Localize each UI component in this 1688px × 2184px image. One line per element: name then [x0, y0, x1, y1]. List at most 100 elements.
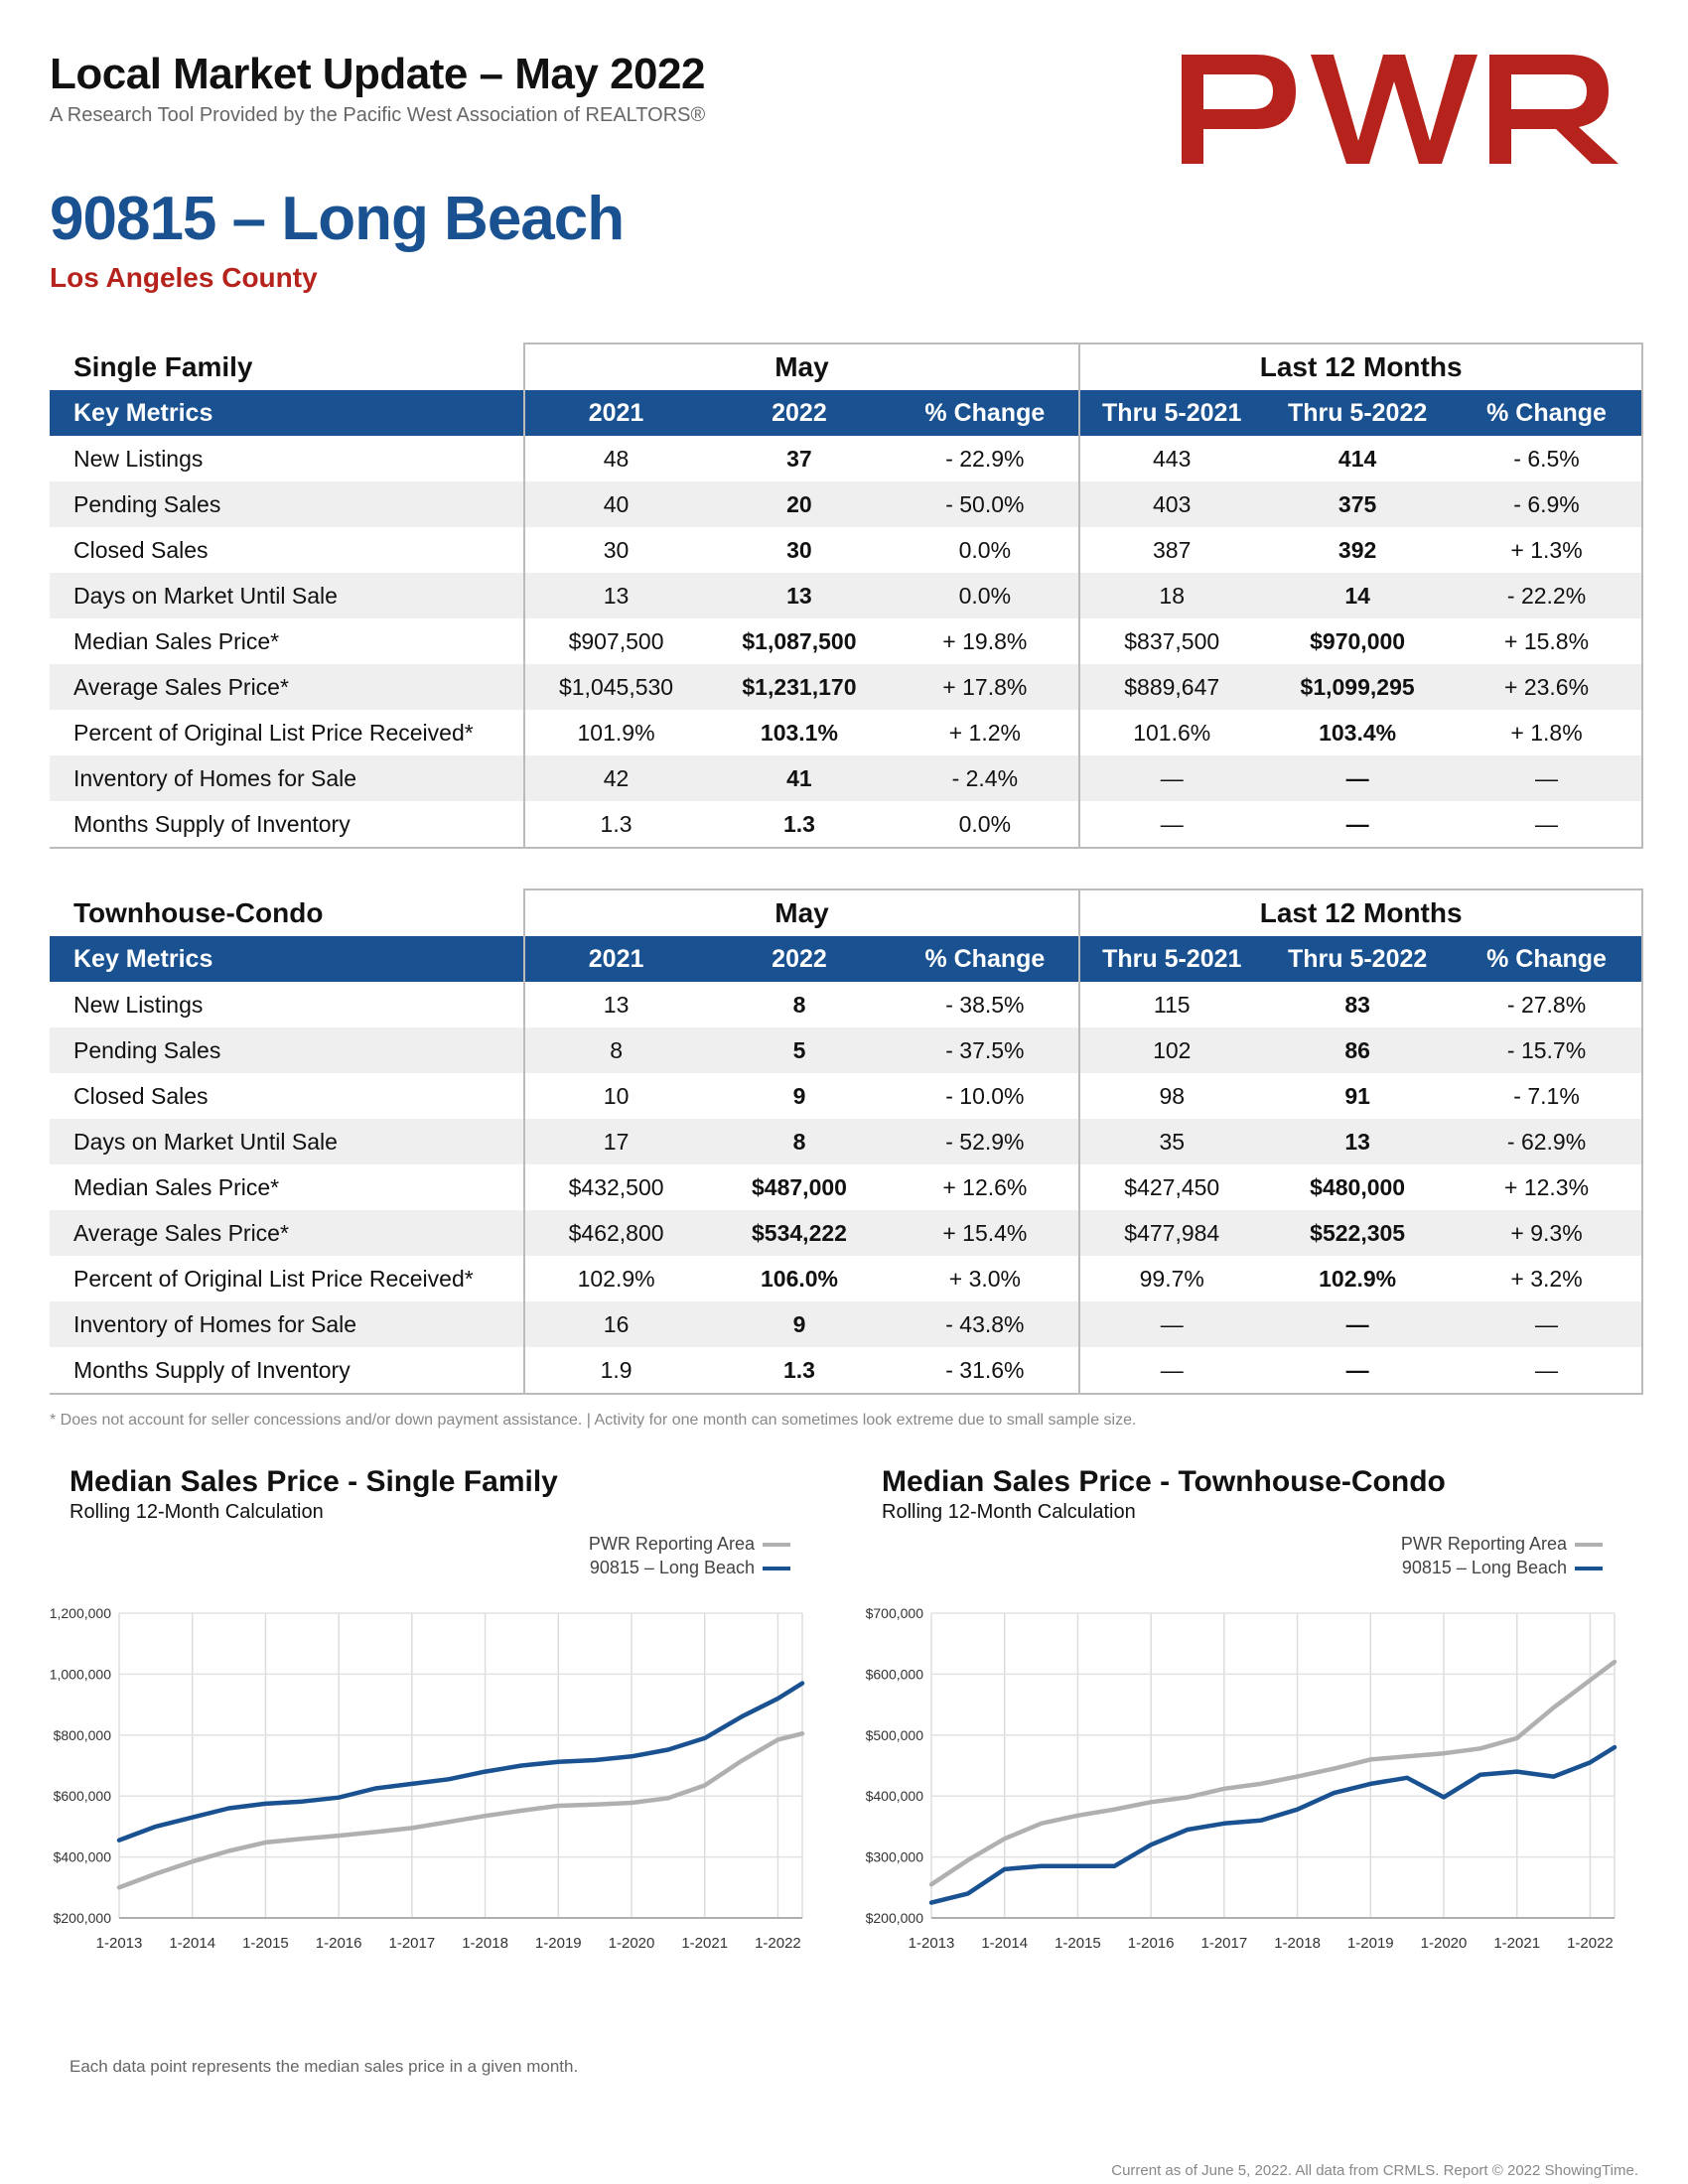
metric-label: Average Sales Price*	[50, 1210, 524, 1256]
metric-value: 9	[707, 1301, 892, 1347]
column-header: % Change	[1452, 390, 1643, 436]
column-header: Thru 5-2022	[1263, 936, 1453, 982]
column-header: Thru 5-2021	[1078, 936, 1264, 982]
metric-value: - 2.4%	[891, 755, 1080, 801]
metric-value: 0.0%	[891, 801, 1080, 849]
x-tick-label: 1-2020	[1421, 1935, 1468, 1952]
x-tick-label: 1-2018	[1274, 1935, 1321, 1952]
x-tick-label: 1-2017	[1200, 1935, 1247, 1952]
table-row: Median Sales Price* $432,500 $487,000 + 12.…	[50, 1164, 1643, 1210]
column-header: 2022	[707, 390, 892, 436]
metric-label: Closed Sales	[73, 536, 209, 563]
metric-value: 1.3	[707, 1347, 892, 1395]
table-title: Townhouse-Condo	[73, 896, 324, 928]
series-line	[928, 1659, 1618, 1887]
x-tick-label: 1-2014	[981, 1935, 1028, 1952]
metric-value: + 17.8%	[891, 664, 1080, 710]
y-tick-label: $600,000	[54, 1788, 112, 1804]
x-tick-label: 1-2017	[388, 1935, 435, 1952]
table-row: Days on Market Until Sale 13 13 0.0% 18 14- 2…	[50, 573, 1643, 618]
metric-value: 86	[1263, 1027, 1453, 1073]
y-tick-label: $1,000,000	[50, 1666, 111, 1682]
table-row: Median Sales Price* $907,500 $1,087,500 + 1…	[50, 618, 1643, 664]
report-title: Local Market Update – May 2022	[50, 50, 705, 98]
metric-label: Inventory of Homes for Sale	[50, 755, 524, 801]
metric-label: Median Sales Price*	[73, 627, 280, 654]
table-row: Months Supply of Inventory 1.3 1.3 0.0% — — —	[50, 801, 1643, 849]
metric-value: —	[1263, 801, 1453, 849]
metric-value: —	[1078, 755, 1264, 801]
metric-value: 83	[1344, 991, 1370, 1018]
column-header: Thru 5-2021	[1078, 390, 1264, 436]
metric-value: - 52.9%	[891, 1119, 1080, 1164]
metric-value: 5	[707, 1027, 892, 1073]
x-tick-label: 1-2013	[909, 1935, 955, 1952]
area-title: 90815 – Long Beach	[50, 185, 625, 253]
metric-value: + 9.3%	[1452, 1210, 1643, 1256]
metric-label: Months Supply of Inventory	[50, 1347, 524, 1395]
metric-value: $462,800	[522, 1210, 708, 1256]
series-line	[116, 1681, 805, 1843]
x-tick-label: 1-2021	[681, 1935, 728, 1952]
metric-value: + 15.8%	[1452, 618, 1643, 664]
x-tick-label: 1-2016	[1128, 1935, 1175, 1952]
metric-value: + 3.2%	[1452, 1256, 1643, 1301]
metric-value: —	[1452, 801, 1643, 849]
table-row: New Listings 48 37 - 22.9% 443 414 - 6.5%	[50, 436, 1643, 481]
metric-value: 1.3	[707, 801, 892, 849]
metric-value: 414	[1337, 445, 1377, 472]
metric-value: 10	[522, 1073, 708, 1119]
metric-label: Days on Market Until Sale	[50, 573, 524, 618]
metric-value: 98	[1078, 1073, 1264, 1119]
metric-value: - 31.6%	[891, 1347, 1080, 1395]
x-tick-label: 1-2018	[462, 1935, 508, 1952]
metric-label: Inventory of Homes for Sale	[50, 1301, 524, 1347]
metric-value: 13	[707, 573, 892, 618]
metric-value: - 50.0%	[891, 481, 1080, 527]
metric-value: 9	[792, 1082, 806, 1109]
metric-value: $1,087,500	[742, 627, 857, 654]
metric-value: $1,099,295	[1263, 664, 1453, 710]
metric-value: —	[1263, 755, 1453, 801]
report-footer: Current as of June 5, 2022. All data fro…	[1111, 2162, 1638, 2179]
table-row: Inventory of Homes for Sale 42 41- 2.4% — — —	[50, 755, 1643, 801]
metric-value: —	[1452, 1347, 1643, 1395]
x-tick-label: 1-2022	[1567, 1935, 1614, 1952]
metric-value: 387	[1078, 527, 1264, 573]
metric-value: 8	[522, 1027, 708, 1073]
metric-value: 8	[792, 991, 806, 1018]
x-tick-label: 1-2020	[609, 1935, 655, 1952]
series-line	[928, 1744, 1618, 1905]
metric-value: 103.1%	[760, 719, 838, 746]
table-title: Single Family	[73, 350, 253, 382]
column-header: % Change	[891, 390, 1080, 436]
metric-value: - 27.8%	[1452, 982, 1643, 1027]
metric-value: 102.9%	[1319, 1265, 1397, 1292]
metric-value: $487,000	[752, 1173, 847, 1200]
x-tick-label: 1-2015	[1055, 1935, 1101, 1952]
metric-value: 14	[1263, 573, 1453, 618]
table-row: Pending Sales 8 5- 37.5% 102 86- 15.7%	[50, 1027, 1643, 1073]
metric-value: 30	[522, 527, 708, 573]
metric-label: Median Sales Price*	[73, 1173, 280, 1200]
metric-value: —	[1078, 1347, 1264, 1395]
metric-value: $970,000	[1310, 627, 1406, 654]
metric-value: + 1.2%	[948, 719, 1021, 746]
metric-value: —	[1078, 1301, 1264, 1347]
legend-label: 90815 – Long Beach	[590, 1558, 755, 1577]
table-row: Months Supply of Inventory 1.9 1.3- 31.6% —…	[50, 1347, 1643, 1395]
metric-value: 103.4%	[1319, 719, 1397, 746]
metric-value: —	[1263, 1347, 1453, 1395]
metric-value: —	[1452, 1301, 1643, 1347]
y-tick-label: $1,200,000	[50, 1605, 111, 1621]
x-tick-label: 1-2022	[755, 1935, 801, 1952]
chart-subtitle: Rolling 12-Month Calculation	[882, 1501, 1136, 1523]
table-row: Inventory of Homes for Sale 16 9- 43.8% — — —	[50, 1301, 1643, 1347]
legend-label: PWR Reporting Area	[1401, 1534, 1568, 1554]
y-tick-label: $800,000	[54, 1727, 112, 1743]
metric-value: - 15.7%	[1452, 1027, 1643, 1073]
metric-value: - 22.9%	[945, 445, 1025, 472]
metric-value: - 22.2%	[1452, 573, 1643, 618]
metric-value: + 3.0%	[948, 1265, 1021, 1292]
metric-value: $480,000	[1310, 1173, 1406, 1200]
